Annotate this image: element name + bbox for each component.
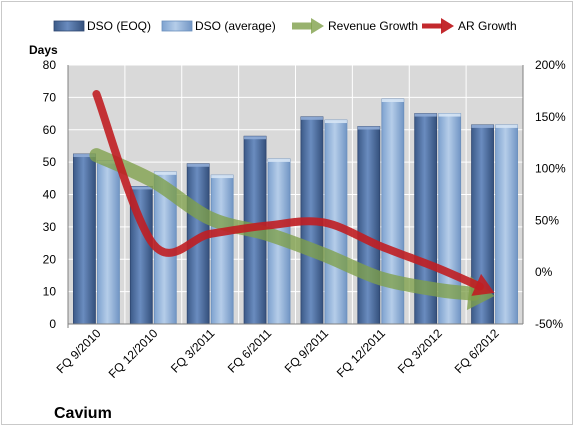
bar-top-highlight bbox=[438, 113, 461, 117]
bar-top-highlight bbox=[268, 158, 291, 162]
y-right-tick-label: 0% bbox=[535, 265, 553, 279]
x-tick-label: FQ 3/2012 bbox=[395, 326, 445, 376]
legend-label: DSO (average) bbox=[195, 19, 276, 33]
bar-top-highlight bbox=[495, 124, 518, 128]
right-axis: -50% 0% 50% 100% 150% 200% bbox=[522, 58, 566, 331]
y-left-tick-label: 0 bbox=[49, 317, 56, 331]
bar-dso-eoq bbox=[357, 126, 381, 325]
legend-label: Revenue Growth bbox=[328, 19, 418, 33]
bar-dso-average bbox=[495, 124, 518, 325]
arrowhead-ar-growth bbox=[471, 273, 495, 296]
y-left-unit-label: Days bbox=[29, 43, 58, 57]
x-tick-label: FQ 6/2011 bbox=[225, 326, 275, 376]
x-tick-label: FQ 9/2010 bbox=[54, 326, 104, 376]
bar-dso-average bbox=[97, 160, 120, 325]
legend: DSO (EOQ) DSO (average) Revenue Growth AR G… bbox=[53, 18, 517, 34]
bar-top-highlight bbox=[73, 154, 96, 158]
growth-lines bbox=[89, 90, 495, 311]
legend-arrowhead bbox=[311, 18, 324, 34]
y-right-tick-label: -50% bbox=[535, 317, 563, 331]
bar-top-highlight bbox=[357, 126, 380, 130]
y-left-tick-label: 60 bbox=[43, 123, 57, 137]
bar-top-highlight bbox=[471, 124, 494, 128]
legend-arrowhead bbox=[441, 18, 454, 34]
x-tick-label: FQ 12/2011 bbox=[334, 326, 388, 380]
line-revenue-growth bbox=[89, 148, 481, 301]
y-left-tick-label: 40 bbox=[43, 188, 57, 202]
x-axis: FQ 9/2010 FQ 12/2010 FQ 3/2011 FQ 6/2011 FQ … bbox=[54, 323, 523, 381]
y-left-tick-label: 70 bbox=[43, 90, 57, 104]
y-right-tick-label: 150% bbox=[535, 110, 566, 124]
bar-top-highlight bbox=[187, 163, 210, 167]
y-right-tick-label: 50% bbox=[535, 213, 559, 227]
x-tick-label: FQ 12/2010 bbox=[106, 326, 161, 381]
x-tick-label: FQ 6/2012 bbox=[452, 326, 502, 376]
y-left-tick-label: 30 bbox=[43, 220, 57, 234]
bar-top-highlight bbox=[130, 186, 153, 190]
bar-top-highlight bbox=[300, 116, 323, 120]
y-left-tick-label: 50 bbox=[43, 155, 57, 169]
bar-dso-average bbox=[210, 174, 234, 325]
left-axis: 0 10 20 30 40 50 60 70 80 bbox=[43, 58, 69, 331]
legend-swatch-dso-average bbox=[161, 20, 193, 32]
company-name: Cavium bbox=[54, 405, 112, 422]
legend-label: DSO (EOQ) bbox=[87, 19, 151, 33]
x-tick-label: FQ 9/2011 bbox=[282, 326, 332, 376]
bar-dso-eoq bbox=[73, 153, 96, 325]
y-left-tick-label: 20 bbox=[43, 252, 57, 266]
x-tick-label: FQ 3/2011 bbox=[168, 326, 218, 376]
bar-top-highlight bbox=[414, 113, 437, 117]
legend-swatch-dso-eoq bbox=[53, 20, 85, 32]
y-right-tick-label: 100% bbox=[535, 162, 566, 176]
legend-label: AR Growth bbox=[458, 19, 517, 33]
bar-top-highlight bbox=[154, 171, 177, 175]
bar-top-highlight bbox=[324, 120, 347, 124]
bar-top-highlight bbox=[244, 136, 267, 140]
y-left-tick-label: 10 bbox=[43, 285, 57, 299]
bar-top-highlight bbox=[211, 175, 234, 179]
bar-top-highlight bbox=[381, 98, 404, 102]
y-right-tick-label: 200% bbox=[535, 58, 566, 72]
y-left-tick-label: 80 bbox=[43, 58, 57, 72]
line-ar-growth bbox=[92, 90, 484, 291]
